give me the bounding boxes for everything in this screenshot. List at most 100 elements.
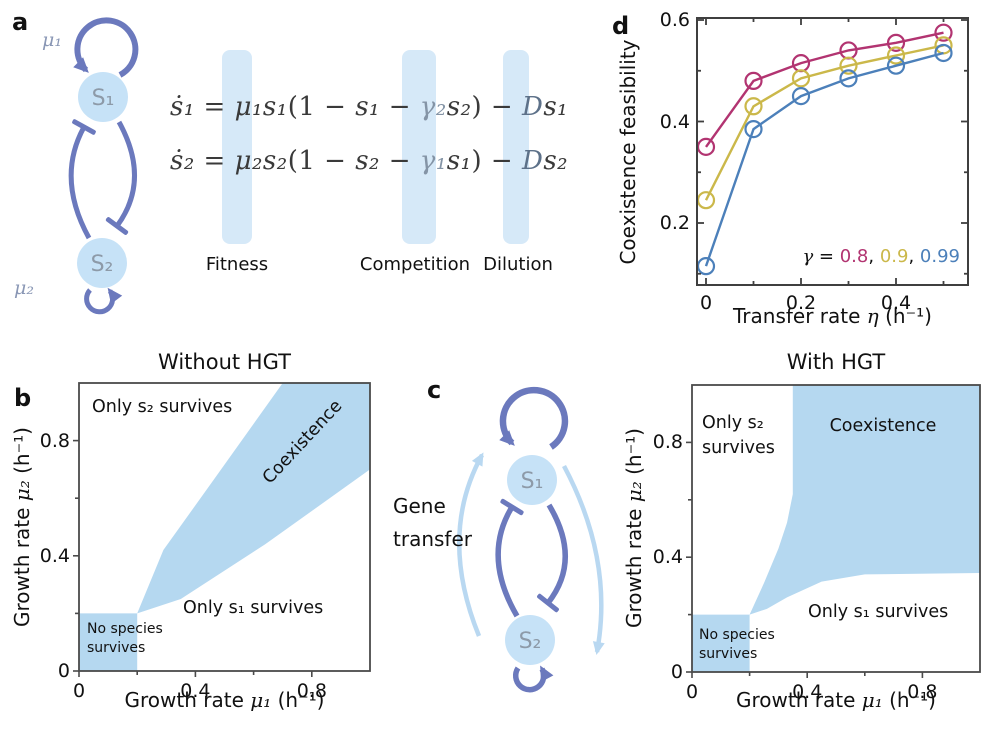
tick-label: 0 xyxy=(699,292,713,314)
tick-label: 0.8 xyxy=(296,680,327,702)
gene-transfer-arrow-left xyxy=(457,452,484,637)
species-interaction-diagram-c: S₁ S₂ xyxy=(457,386,605,693)
equation-term: (1 − xyxy=(287,92,356,122)
s1-inhibits-s2-arrow xyxy=(105,120,137,235)
panel-d-y-axis-label: Coexistence feasibility xyxy=(616,39,640,265)
region-label-only-s1: Only s₁ survives xyxy=(808,602,949,622)
coexistence-region xyxy=(137,383,370,614)
data-point xyxy=(744,120,763,139)
s2-node-label: S₂ xyxy=(519,629,542,654)
mu2-label: μ₂ xyxy=(14,277,34,299)
series-line xyxy=(704,44,944,201)
tick-label: 0.8 xyxy=(907,681,938,703)
s1-node xyxy=(78,72,128,122)
chart-series xyxy=(696,23,953,276)
axis-ticks xyxy=(686,441,924,678)
legend-item: 0.8 xyxy=(839,246,869,267)
no-species-line1: No species xyxy=(87,621,163,637)
equation-term: (1 − xyxy=(287,146,356,176)
tick-label: 0.4 xyxy=(180,680,211,702)
s1-self-loop-arrow xyxy=(499,386,569,450)
tick-label: 0.4 xyxy=(792,681,823,703)
s2-self-loop-arrow xyxy=(84,287,123,315)
tick-label: 0.6 xyxy=(659,9,690,31)
tick-label: 0.8 xyxy=(652,431,683,454)
tick-label: 0 xyxy=(57,660,70,682)
data-point xyxy=(744,97,763,116)
equation-term: s₁ xyxy=(543,92,569,122)
tick-label: 0.4 xyxy=(652,546,683,569)
s2-inhibits-s1-arrow xyxy=(495,498,524,618)
plot-frame xyxy=(78,382,371,672)
dilution-label: Dilution xyxy=(483,254,553,275)
s1-inhibits-s2-arrow xyxy=(537,503,568,613)
equation-s2: ṡ₂ = μ₂s₂(1 − s₂ − γ₁s₁) − Ds₂ xyxy=(170,146,568,176)
s2-node-label: S₂ xyxy=(91,252,114,277)
fitness-highlight-bar xyxy=(222,50,252,244)
phase-diagram-with-hgt xyxy=(686,384,981,678)
equation-term: ) − xyxy=(471,146,522,176)
s2-inhibits-s1-arrow xyxy=(68,119,96,240)
equation-term: ) − xyxy=(471,92,522,122)
equation-term: ṡ₂ xyxy=(170,146,195,176)
chart-legend: γ = 0.8, 0.9, 0.99 xyxy=(802,246,960,267)
tick-label: 0.4 xyxy=(880,292,912,314)
tick-label: 0.4 xyxy=(39,544,70,567)
panel-d-x-axis-label: Transfer rate η (h⁻¹) xyxy=(733,304,932,328)
equation-term: − xyxy=(379,146,420,176)
dilution-highlight-bar xyxy=(503,50,529,244)
plot-frame xyxy=(696,17,969,286)
equation-term: μ₁s₁ xyxy=(234,92,288,122)
s2-self-loop-arrow xyxy=(513,665,554,693)
equation-term: ṡ₁ xyxy=(170,92,195,122)
panel-c-x-axis-label: Growth rate μ₁ (h⁻¹) xyxy=(736,688,936,712)
tick-label: 0.2 xyxy=(785,292,817,314)
s2-node xyxy=(505,615,555,665)
panel-b-y-axis-label: Growth rate μ₂ (h⁻¹) xyxy=(10,427,34,627)
s1-node-label: S₁ xyxy=(92,86,115,111)
s2-node xyxy=(77,238,127,288)
legend-gamma-symbol: γ xyxy=(802,246,814,267)
panel-b-title: Without HGT xyxy=(158,350,291,374)
data-point xyxy=(839,56,858,75)
legend-item: 0.99 xyxy=(919,246,960,267)
data-point xyxy=(886,33,906,52)
panel-letter-b: b xyxy=(14,384,32,412)
plot-frame xyxy=(691,384,981,673)
coexistence-region xyxy=(749,385,980,615)
equation-term: D xyxy=(521,146,544,176)
tick-label: 0.4 xyxy=(659,110,690,133)
equation-term: s₂ xyxy=(543,146,569,176)
region-label-no-species: No species survives xyxy=(87,620,177,658)
s1-node-label: S₁ xyxy=(521,469,544,494)
equation-term: γ₁ xyxy=(419,146,447,176)
region-label-only-s2: Only s₂ survives xyxy=(702,413,775,458)
data-point xyxy=(886,56,906,75)
data-point xyxy=(886,46,906,65)
gene-transfer-arrow-right xyxy=(562,464,605,655)
region-label-coexistence: Coexistence xyxy=(829,416,937,436)
panel-letter-d: d xyxy=(612,12,630,40)
coexistence-feasibility-chart xyxy=(696,17,969,286)
gene-transfer-label: Gene transfer xyxy=(393,494,472,551)
data-point xyxy=(744,71,763,91)
data-point xyxy=(839,69,858,88)
legend-item: 0.9 xyxy=(879,246,909,267)
equation-term: D xyxy=(521,92,544,122)
no-species-line2: survives xyxy=(87,640,146,656)
data-point xyxy=(934,23,953,42)
region-label-only-s2: Only s₂ survives xyxy=(92,397,233,417)
equation-s1: ṡ₁ = μ₁s₁(1 − s₁ − γ₂s₂) − Ds₁ xyxy=(170,92,568,122)
data-point xyxy=(696,257,716,276)
series-line xyxy=(704,51,944,267)
equation-term: = xyxy=(194,146,235,176)
competition-label: Competition xyxy=(359,254,471,275)
region-label-no-species: No species survives xyxy=(699,627,775,662)
tick-label: 0.8 xyxy=(39,429,70,452)
panel-letter-c: c xyxy=(427,376,442,404)
panel-c-y-axis-label: Growth rate μ₂ (h⁻¹) xyxy=(622,428,646,628)
s1-self-loop-arrow xyxy=(73,17,139,78)
equation-term: s₂ xyxy=(446,92,472,122)
